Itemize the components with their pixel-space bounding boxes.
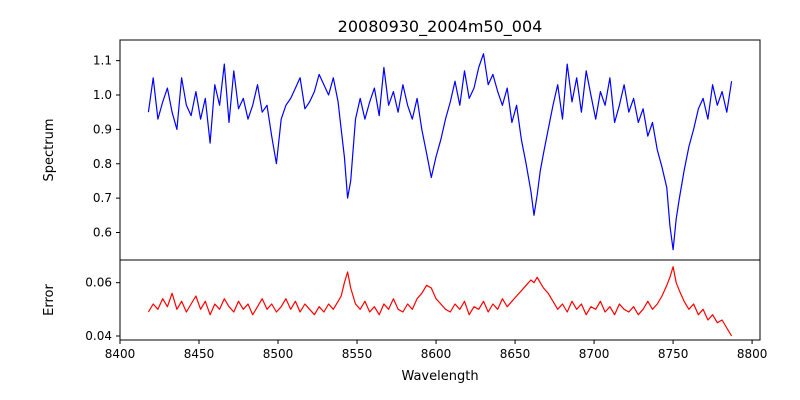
error-series <box>147 266 733 337</box>
spectrum-ylabel: Spectrum <box>42 119 57 182</box>
error-xtick-label-6: 8700 <box>579 347 610 361</box>
spectrum-frame <box>119 39 761 261</box>
spectrum-line-0 <box>147 53 733 251</box>
error-ytick-label-1: 0.06 <box>85 276 112 290</box>
spectrum-ytick-label-4: 1.0 <box>93 88 112 102</box>
spectrum-panel: 0.6 0.7 0.8 0.9 1.0 1.1 Spectrum <box>42 39 761 261</box>
error-xtick-label-0: 8400 <box>105 347 136 361</box>
x-axis-label: Wavelength <box>401 369 478 384</box>
error-xtick-label-5: 8650 <box>500 347 531 361</box>
error-xtick-label-1: 8450 <box>184 347 215 361</box>
error-axes: 0.04 0.06 8400 8450 8500 8550 8600 8650 8700 8750… <box>85 259 768 361</box>
error-xtick-label-4: 8600 <box>421 347 452 361</box>
error-line-0 <box>147 266 733 337</box>
error-xtick-label-2: 8500 <box>263 347 294 361</box>
error-xtick-label-3: 8550 <box>342 347 373 361</box>
spectrum-ytick-label-0: 0.6 <box>93 226 112 240</box>
error-frame <box>119 259 761 341</box>
error-ylabel: Error <box>42 284 57 316</box>
error-ytick-label-0: 0.04 <box>85 329 112 343</box>
spectrum-ytick-label-1: 0.7 <box>93 191 112 205</box>
spectrum-ytick-label-3: 0.9 <box>93 122 112 136</box>
spectrum-ytick-label-5: 1.1 <box>93 54 112 68</box>
spectrum-ytick-label-2: 0.8 <box>93 157 112 171</box>
chart-title: 20080930_2004m50_004 <box>338 17 543 37</box>
error-panel: 0.04 0.06 8400 8450 8500 8550 8600 8650 8700 8750… <box>42 259 768 384</box>
spectrum-series <box>147 53 733 251</box>
error-xtick-label-8: 8800 <box>737 347 768 361</box>
error-xtick-label-7: 8750 <box>658 347 689 361</box>
